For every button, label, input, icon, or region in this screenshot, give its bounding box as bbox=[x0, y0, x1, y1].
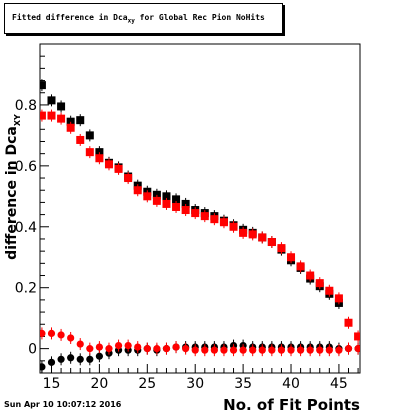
x-tick-label: 40 bbox=[282, 376, 300, 392]
y-tick-label: 0.2 bbox=[15, 281, 37, 297]
footer-timestamp: Sun Apr 10 10:07:12 2016 bbox=[4, 400, 122, 409]
data-point-circle bbox=[40, 329, 46, 337]
chart-title-prefix: Fitted difference in Dca bbox=[12, 13, 128, 22]
x-tick-label: 25 bbox=[138, 376, 156, 392]
chart-title-suffix: for Global Rec Pion NoHits bbox=[134, 13, 265, 22]
y-tick-label: 0.6 bbox=[15, 159, 37, 175]
x-tick-label: 20 bbox=[90, 376, 108, 392]
data-point-circle bbox=[40, 363, 46, 371]
x-axis-title: No. of Fit Points bbox=[223, 396, 360, 414]
data-point-square bbox=[354, 332, 360, 341]
y-axis-title-main: difference in Dca bbox=[4, 126, 20, 260]
data-markers bbox=[40, 79, 360, 373]
title-box: Fitted difference in Dcaxy for Global Re… bbox=[4, 3, 283, 34]
y-tick-label: 0.8 bbox=[15, 98, 37, 114]
x-tick-label: 30 bbox=[186, 376, 204, 392]
plot-frame bbox=[39, 43, 361, 374]
chart-title-subscript: xy bbox=[127, 17, 135, 25]
x-tick-label: 45 bbox=[330, 376, 348, 392]
data-point-square bbox=[40, 81, 46, 90]
x-tick-label: 35 bbox=[234, 376, 252, 392]
y-axis-title: difference in DcaXY bbox=[4, 114, 22, 260]
x-tick-label: 15 bbox=[43, 376, 61, 392]
y-tick-label: 0.4 bbox=[15, 220, 37, 236]
chart-title: Fitted difference in Dcaxy for Global Re… bbox=[12, 13, 265, 25]
data-point-circle bbox=[354, 345, 360, 353]
y-axis-title-sub: XY bbox=[13, 114, 22, 126]
y-tick-label: 0 bbox=[28, 342, 37, 358]
data-point-square bbox=[40, 111, 46, 120]
